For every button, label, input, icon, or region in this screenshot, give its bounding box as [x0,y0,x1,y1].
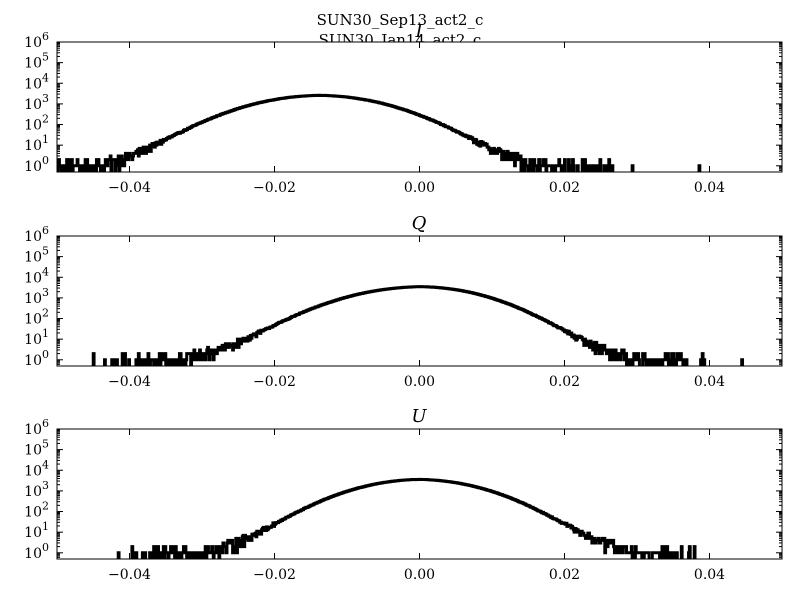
y-tick-label: 100 [24,541,49,562]
panel-q: Q −0.04 −0.02 0.00 0.02 0.04 100101102103104… [24,213,783,390]
y-tick-label: 106 [24,30,49,51]
x-tick-label: −0.04 [108,374,151,390]
plot-area-i [56,41,783,173]
x-tick-label: −0.04 [108,180,151,196]
x-axis-q: −0.04 −0.02 0.00 0.02 0.04 [108,236,725,390]
x-tick-label: −0.04 [108,567,151,583]
y-tick-label: 104 [24,71,49,92]
y-tick-label: 101 [24,520,49,541]
x-tick-label: 0.00 [404,567,435,583]
x-tick-label: 0.04 [694,567,725,583]
plot-area-q [56,235,783,367]
x-tick-label: −0.02 [253,180,296,196]
y-tick-label: 106 [24,417,49,438]
panel-title-u: U [411,406,427,427]
plot-area-u [56,428,783,560]
figure-title-line-1: SUN30_Sep13_act2_c [317,11,484,29]
x-tick-label: −0.02 [253,374,296,390]
y-tick-label: 100 [24,348,49,369]
x-tick-label: −0.02 [253,567,296,583]
y-tick-label: 100 [24,154,49,175]
y-tick-label: 103 [24,479,49,500]
x-tick-label: 0.04 [694,374,725,390]
x-tick-label: 0.00 [404,374,435,390]
y-tick-label: 104 [24,458,49,479]
y-tick-label: 103 [24,92,49,113]
y-tick-label: 105 [24,245,49,266]
y-tick-label: 101 [24,133,49,154]
y-tick-label: 105 [24,51,49,72]
x-tick-label: 0.04 [694,180,725,196]
y-tick-label: 103 [24,286,49,307]
x-axis-i: −0.04 −0.02 0.00 0.02 0.04 [108,42,725,196]
x-tick-label: 0.00 [404,180,435,196]
y-tick-label: 102 [24,307,49,328]
panel-title-q: Q [412,213,427,234]
histogram-line [91,285,745,366]
x-tick-label: 0.02 [549,567,580,583]
histogram-line [116,477,697,559]
y-tick-label: 101 [24,327,49,348]
histogram-line [57,93,702,172]
y-tick-label: 104 [24,265,49,286]
panel-title-i: I [414,21,423,42]
x-axis-u: −0.04 −0.02 0.00 0.02 0.04 [108,429,725,583]
panel-i: I −0.04 −0.02 0.00 0.02 0.04 100101102103104… [24,21,783,196]
y-tick-label: 106 [24,224,49,245]
y-tick-label: 102 [24,500,49,521]
x-tick-label: 0.02 [549,180,580,196]
x-tick-label: 0.02 [549,374,580,390]
panel-u: U −0.04 −0.02 0.00 0.02 0.04 100101102103104… [24,406,783,583]
y-tick-label: 105 [24,438,49,459]
y-tick-label: 102 [24,113,49,134]
